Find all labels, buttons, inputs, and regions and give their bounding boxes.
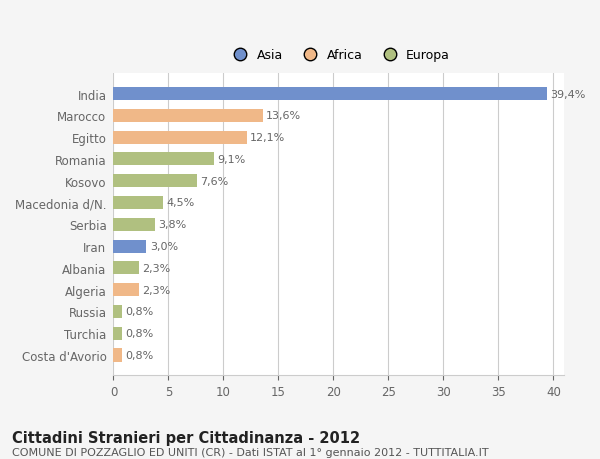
Text: 9,1%: 9,1% — [217, 155, 245, 164]
Text: 12,1%: 12,1% — [250, 133, 285, 143]
Text: 0,8%: 0,8% — [125, 307, 154, 317]
Bar — [113, 110, 263, 123]
Bar — [113, 218, 155, 231]
Text: 3,8%: 3,8% — [158, 220, 187, 230]
Bar — [113, 196, 163, 210]
Legend: Asia, Africa, Europa: Asia, Africa, Europa — [223, 44, 455, 67]
Bar — [113, 131, 247, 144]
Text: 3,0%: 3,0% — [150, 241, 178, 252]
Text: Cittadini Stranieri per Cittadinanza - 2012: Cittadini Stranieri per Cittadinanza - 2… — [12, 430, 360, 445]
Text: 2,3%: 2,3% — [142, 263, 170, 273]
Bar — [113, 349, 122, 362]
Text: 39,4%: 39,4% — [550, 90, 586, 99]
Bar — [113, 305, 122, 318]
Bar — [113, 175, 197, 188]
Text: 2,3%: 2,3% — [142, 285, 170, 295]
Text: 13,6%: 13,6% — [266, 111, 301, 121]
Bar — [113, 262, 139, 275]
Text: 7,6%: 7,6% — [200, 176, 229, 186]
Text: 4,5%: 4,5% — [166, 198, 194, 208]
Bar — [113, 153, 214, 166]
Text: 0,8%: 0,8% — [125, 350, 154, 360]
Bar — [113, 88, 547, 101]
Bar — [113, 327, 122, 340]
Bar — [113, 240, 146, 253]
Text: COMUNE DI POZZAGLIO ED UNITI (CR) - Dati ISTAT al 1° gennaio 2012 - TUTTITALIA.I: COMUNE DI POZZAGLIO ED UNITI (CR) - Dati… — [12, 447, 488, 457]
Text: 0,8%: 0,8% — [125, 329, 154, 338]
Bar — [113, 284, 139, 297]
